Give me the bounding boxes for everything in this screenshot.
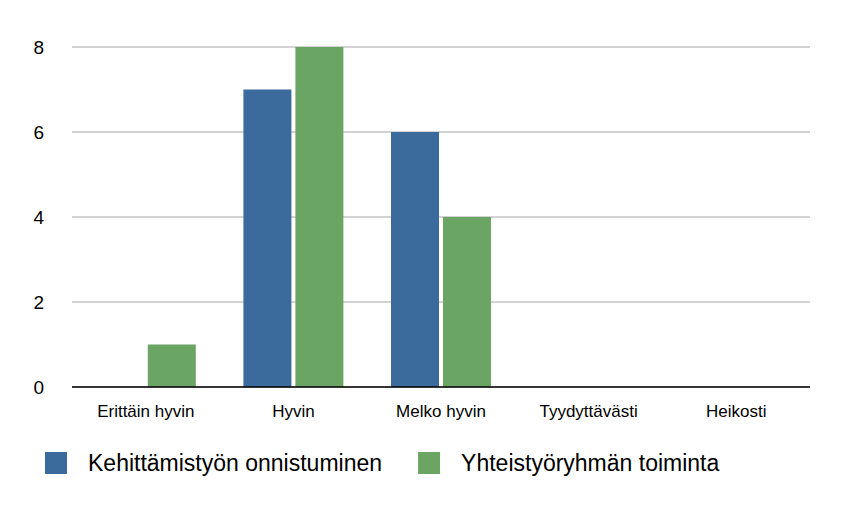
- x-tick-label: Erittäin hyvin: [97, 402, 194, 421]
- x-tick-label: Melko hyvin: [396, 402, 486, 421]
- grid-line: [72, 302, 810, 303]
- grid-line: [72, 47, 810, 48]
- x-tick-label: Tyydyttävästi: [539, 402, 637, 421]
- bars: [148, 47, 491, 387]
- bar: [443, 217, 491, 387]
- bar: [295, 47, 343, 387]
- y-tick-label: 4: [33, 207, 44, 228]
- x-axis-line: [72, 386, 810, 388]
- x-tick-label: Hyvin: [272, 402, 315, 421]
- legend-label: Yhteistyöryhmän toiminta: [461, 450, 719, 476]
- y-tick-label: 0: [33, 377, 44, 398]
- bar: [391, 132, 439, 387]
- y-tick-label: 2: [33, 292, 44, 313]
- legend-label: Kehittämistyön onnistuminen: [88, 450, 382, 476]
- x-tick-label: Heikosti: [706, 402, 766, 421]
- grid-line: [72, 387, 810, 388]
- chart: 0 2 4 6 8 Erittäin hyvin Hyvin Melko hyvin Tyydy…: [0, 0, 849, 505]
- bar: [148, 345, 196, 388]
- grid-line: [72, 217, 810, 218]
- y-tick-label: 8: [33, 37, 44, 58]
- bar: [243, 90, 291, 388]
- grid-line: [72, 132, 810, 133]
- y-tick-label: 6: [33, 122, 44, 143]
- legend-swatch: [418, 452, 440, 474]
- legend-swatch: [45, 452, 67, 474]
